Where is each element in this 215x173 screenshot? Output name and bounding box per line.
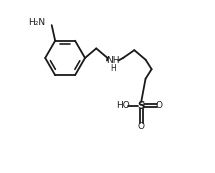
Text: S: S [137,101,145,111]
Text: O: O [138,122,145,131]
Text: H₂N: H₂N [28,18,45,27]
Text: NH: NH [106,56,120,65]
Text: H: H [111,64,117,73]
Text: HO: HO [116,101,130,110]
Text: O: O [156,101,163,110]
